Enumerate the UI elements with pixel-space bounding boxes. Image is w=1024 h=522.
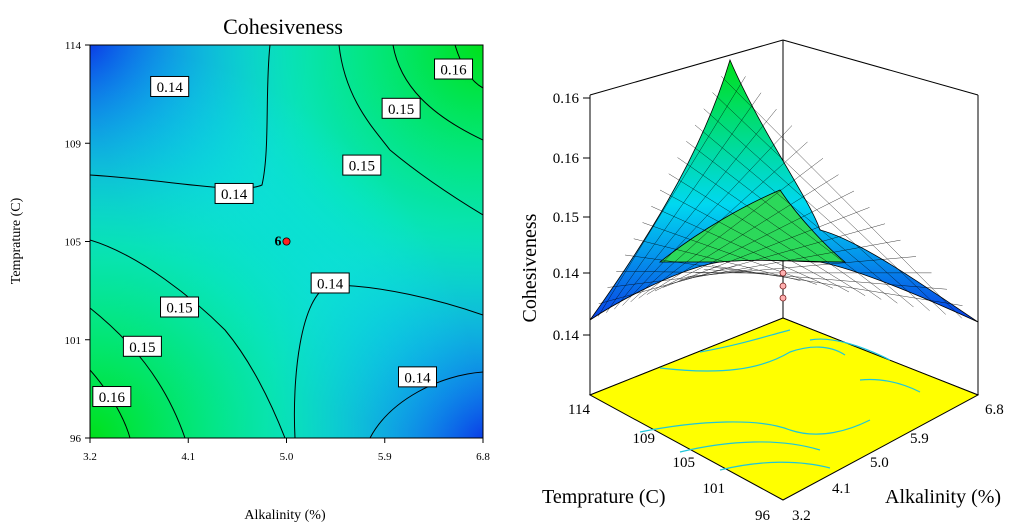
z-tick-label: 0.14 <box>553 266 580 282</box>
contour-line <box>338 45 483 216</box>
x-tick-label: 6.8 <box>476 451 490 463</box>
contour-plot: Cohesiveness 0.140.160.150.150.140.140.1… <box>9 14 490 522</box>
contour-label: 0.15 <box>381 97 421 119</box>
surface-base <box>588 317 980 501</box>
x-tick-label: 4.1 <box>181 451 195 463</box>
surface-y-tick-label: 96 <box>755 508 771 522</box>
x-tick-label: 5.9 <box>378 451 392 463</box>
surface-y-tick-label: 109 <box>633 431 656 447</box>
contour-line <box>392 45 483 141</box>
surface-axis-ticks: 0.14 0.14 0.15 0.16 0.16 96 101 105 109 114 3.2 4.1… <box>553 91 1004 522</box>
surface-y-tick-label: 114 <box>568 402 590 418</box>
surface-x-tick-label: 5.0 <box>870 455 889 471</box>
response-surface <box>589 58 979 323</box>
contour-label-text: 0.16 <box>440 63 467 79</box>
contour-labels: 0.14 0.16 0.15 0.15 0.14 0.14 0.15 0.15 0.16 0.14 <box>92 58 474 408</box>
y-tick-label: 96 <box>70 433 82 445</box>
contour-label-text: 0.15 <box>166 301 192 317</box>
contour-line <box>90 239 286 438</box>
surface-x-tick-label: 6.8 <box>985 402 1004 418</box>
contour-label-text: 0.14 <box>221 187 248 203</box>
surface-x-tick-label: 4.1 <box>832 481 851 497</box>
contour-label: 0.15 <box>122 335 162 357</box>
z-tick-label: 0.15 <box>553 210 579 226</box>
contour-label: 0.14 <box>214 182 254 204</box>
contour-ylabel: Temprature (C) <box>9 197 24 284</box>
contour-label: 0.15 <box>160 296 200 318</box>
y-tick-label: 114 <box>65 40 82 52</box>
design-point-label: 6 <box>275 235 282 250</box>
surface-x-tick-label: 5.9 <box>910 431 929 447</box>
contour-label: 0.16 <box>92 386 132 408</box>
contour-label-text: 0.15 <box>129 340 155 356</box>
y-tick-label: 109 <box>65 138 82 150</box>
contour-title: Cohesiveness <box>223 14 343 39</box>
surface-xlabel: Alkalinity (%) <box>885 486 1001 508</box>
surface-y-tick-label: 101 <box>703 481 726 497</box>
surface-design-points <box>779 269 787 302</box>
contour-label-text: 0.16 <box>99 390 126 406</box>
contour-label: 0.14 <box>150 75 190 97</box>
contour-label: 0.15 <box>342 154 382 176</box>
contour-label-text: 0.14 <box>157 80 184 96</box>
z-tick-label: 0.16 <box>553 91 580 107</box>
surface-plot: 0.14 0.14 0.15 0.16 0.16 96 101 105 109 114 3.2 4.1… <box>519 39 1004 522</box>
design-point: 6 <box>275 235 291 250</box>
contour-label-text: 0.14 <box>404 370 431 386</box>
y-tick-label: 105 <box>65 237 82 249</box>
contour-line <box>369 371 483 438</box>
contour-label-text: 0.15 <box>349 159 375 175</box>
surface-y-tick-label: 105 <box>673 455 696 471</box>
contour-label-text: 0.15 <box>388 102 414 118</box>
contour-line <box>90 307 186 438</box>
contour-line <box>90 45 271 189</box>
contour-label: 0.14 <box>310 272 350 294</box>
contour-label-text: 0.14 <box>317 276 344 292</box>
surface-x-tick-label: 3.2 <box>792 508 811 522</box>
y-tick-label: 101 <box>65 335 82 347</box>
contour-label: 0.14 <box>398 366 437 388</box>
surface-ylabel: Temprature (C) <box>542 486 666 508</box>
contour-axis-ticks: 3.2 4.1 5.0 5.9 6.8 96 101 105 109 114 <box>65 40 491 463</box>
contour-label: 0.16 <box>434 58 474 80</box>
z-tick-label: 0.16 <box>553 151 580 167</box>
contour-xlabel: Alkalinity (%) <box>244 508 326 522</box>
surface-zlabel: Cohesiveness <box>519 213 541 322</box>
x-tick-label: 5.0 <box>280 451 294 463</box>
x-tick-label: 3.2 <box>83 451 97 463</box>
z-tick-label: 0.14 <box>553 328 580 344</box>
